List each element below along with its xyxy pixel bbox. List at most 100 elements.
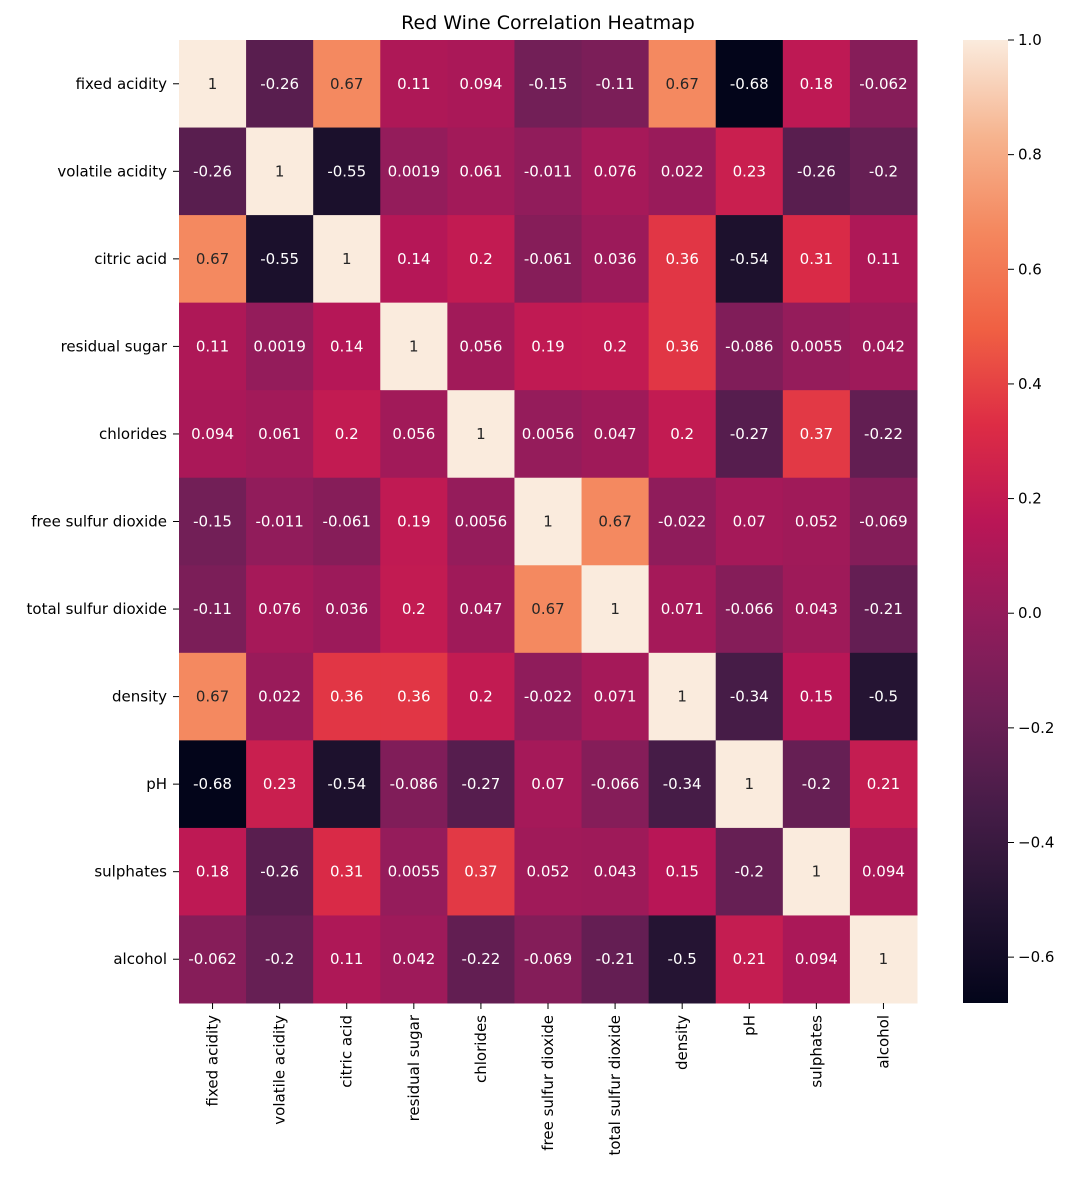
heatmap-cell <box>514 565 583 654</box>
colorbar-tick-label: 0.0 <box>1018 604 1042 622</box>
x-tick-label: pH <box>740 1015 758 1036</box>
cell-annotation: -0.11 <box>596 75 635 93</box>
heatmap-cell <box>782 390 851 479</box>
y-tick-label: sulphates <box>94 863 167 881</box>
x-tick-label: fixed acidity <box>204 1015 222 1107</box>
heatmap-cell <box>648 565 717 654</box>
cell-annotation: 0.37 <box>464 863 497 881</box>
x-tick-label: density <box>673 1015 691 1070</box>
cell-annotation: 0.31 <box>330 863 363 881</box>
cell-annotation: 0.036 <box>325 600 368 618</box>
heatmap-cell <box>313 565 381 654</box>
y-tick-label: fixed acidity <box>76 75 168 93</box>
heatmap-cell <box>782 40 851 129</box>
cell-annotation: -0.34 <box>730 688 769 706</box>
cell-annotation: -0.15 <box>529 75 568 93</box>
colorbar-tick-label: −0.4 <box>1018 834 1054 852</box>
heatmap-cell <box>849 827 918 916</box>
cell-annotation: 0.094 <box>191 425 234 443</box>
cell-annotation: -0.011 <box>524 162 572 180</box>
heatmap-cell <box>581 477 650 566</box>
cell-annotation: -0.21 <box>864 600 903 618</box>
cell-annotation: 0.23 <box>733 162 766 180</box>
cell-annotation: 0.37 <box>800 425 833 443</box>
heatmap-cell <box>447 40 515 129</box>
heatmap-cell <box>648 827 717 916</box>
cell-annotation: 0.36 <box>665 337 698 355</box>
y-tick-label: total sulfur dioxide <box>27 600 167 618</box>
heatmap-cell <box>648 740 717 829</box>
heatmap-cell <box>246 652 314 741</box>
cell-annotation: -0.069 <box>524 950 572 968</box>
heatmap-cell <box>447 127 515 216</box>
cell-annotation: -0.062 <box>859 75 907 93</box>
heatmap-cell <box>380 302 448 391</box>
heatmap-cell <box>179 390 247 479</box>
heatmap-cell <box>179 477 247 566</box>
heatmap-cell <box>514 390 583 479</box>
cell-annotation: -0.2 <box>265 950 294 968</box>
cell-annotation: 1 <box>879 950 889 968</box>
cell-annotation: 0.31 <box>800 250 833 268</box>
heatmap-cell <box>380 477 448 566</box>
heatmap-cell <box>849 477 918 566</box>
heatmap-cell <box>514 127 583 216</box>
heatmap-cell <box>715 127 784 216</box>
heatmap-cell <box>246 302 314 391</box>
cell-annotation: -0.26 <box>260 75 299 93</box>
heatmap-cell <box>648 127 717 216</box>
cell-annotation: 0.022 <box>258 688 301 706</box>
heatmap-cell <box>313 477 381 566</box>
cell-annotation: 0.11 <box>867 250 900 268</box>
cell-annotation: 1 <box>677 688 687 706</box>
y-tick-label: alcohol <box>113 950 167 968</box>
heatmap-cell <box>380 652 448 741</box>
cell-annotation: -0.062 <box>188 950 236 968</box>
heatmap-cell <box>179 740 247 829</box>
heatmap-cell <box>715 215 784 304</box>
cell-annotation: 0.67 <box>196 688 229 706</box>
cell-annotation: -0.086 <box>390 775 438 793</box>
cell-annotation: -0.27 <box>730 425 769 443</box>
heatmap-cell <box>849 390 918 479</box>
cell-annotation: 0.18 <box>196 863 229 881</box>
heatmap-cell <box>447 565 515 654</box>
cell-annotation: 0.056 <box>392 425 435 443</box>
cell-annotation: 0.07 <box>531 775 564 793</box>
colorbar-tick-label: −0.2 <box>1018 719 1054 737</box>
x-tick-label: free sulfur dioxide <box>539 1015 557 1151</box>
cell-annotation: 0.21 <box>733 950 766 968</box>
cell-annotation: 1 <box>275 162 285 180</box>
cell-annotation: 0.14 <box>397 250 430 268</box>
cell-annotation: -0.27 <box>462 775 501 793</box>
heatmap-cell <box>246 215 314 304</box>
cell-annotation: 0.052 <box>795 513 838 531</box>
cell-annotation: 0.11 <box>196 337 229 355</box>
heatmap-cell <box>782 652 851 741</box>
cell-annotation: -0.5 <box>869 688 898 706</box>
x-tick-label: alcohol <box>874 1015 892 1069</box>
heatmap-cell <box>514 652 583 741</box>
heatmap-cell <box>179 565 247 654</box>
cell-annotation: 0.2 <box>469 250 493 268</box>
x-tick-label: citric acid <box>338 1015 356 1088</box>
heatmap-cell <box>313 652 381 741</box>
colorbar-tick-label: 0.2 <box>1018 490 1042 508</box>
heatmap-cell <box>179 827 247 916</box>
heatmap-cell <box>715 652 784 741</box>
cell-annotation: -0.22 <box>864 425 903 443</box>
cell-annotation: -0.21 <box>596 950 635 968</box>
cell-annotation: 0.094 <box>862 863 905 881</box>
cell-annotation: 0.15 <box>665 863 698 881</box>
heatmap-cell <box>246 565 314 654</box>
cell-annotation: -0.68 <box>730 75 769 93</box>
heatmap-cell <box>313 40 381 129</box>
y-tick-label: density <box>112 688 167 706</box>
heatmap-cell <box>447 915 515 1004</box>
cell-annotation: 0.2 <box>670 425 694 443</box>
heatmap-cell <box>782 127 851 216</box>
cell-annotation: 0.19 <box>397 513 430 531</box>
heatmap-cell <box>849 127 918 216</box>
heatmap-cell <box>179 302 247 391</box>
